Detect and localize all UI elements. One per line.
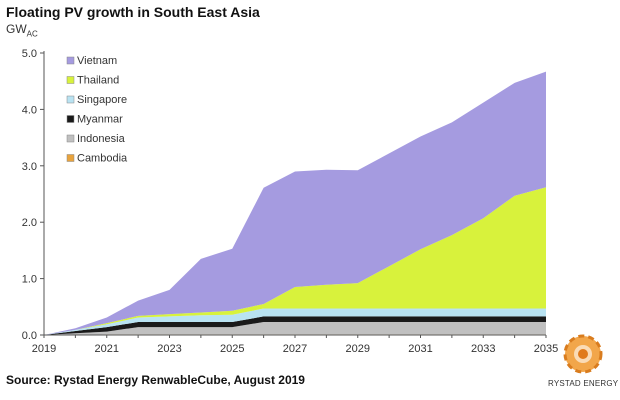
y-tick-label: 0.0 bbox=[22, 330, 37, 342]
source-note: Source: Rystad Energy RenwableCube, Augu… bbox=[6, 373, 305, 387]
legend-label-vietnam: Vietnam bbox=[77, 55, 117, 67]
unit-subscript: AC bbox=[26, 29, 38, 39]
legend-label-thailand: Thailand bbox=[77, 75, 119, 87]
x-tick-label: 2035 bbox=[534, 343, 558, 355]
x-tick-label: 2033 bbox=[471, 343, 495, 355]
area-singapore bbox=[44, 308, 546, 335]
brand-name: RYSTAD ENERGY bbox=[548, 379, 619, 388]
x-tick-label: 2021 bbox=[95, 343, 119, 355]
x-tick-label: 2031 bbox=[408, 343, 432, 355]
legend-swatch-singapore bbox=[66, 95, 75, 104]
area-thailand bbox=[44, 187, 546, 335]
legend-label-singapore: Singapore bbox=[77, 94, 127, 106]
legend-swatch-cambodia bbox=[66, 154, 75, 162]
y-tick-label: 1.0 bbox=[22, 274, 37, 286]
area-indonesia bbox=[44, 322, 546, 335]
y-axis-unit: GWAC bbox=[6, 22, 38, 38]
x-tick-label: 2025 bbox=[220, 343, 244, 355]
legend-swatch-vietnam bbox=[66, 56, 75, 65]
x-tick-label: 2029 bbox=[346, 343, 370, 355]
unit-main: GW bbox=[6, 22, 27, 36]
legend-swatch-indonesia bbox=[66, 134, 75, 143]
area-myanmar bbox=[44, 316, 546, 335]
y-tick-label: 5.0 bbox=[22, 48, 37, 60]
x-tick-label: 2023 bbox=[157, 343, 181, 355]
legend-swatch-thailand bbox=[66, 76, 75, 84]
legend-label-cambodia: Cambodia bbox=[77, 153, 128, 165]
x-tick-label: 2027 bbox=[283, 343, 307, 355]
legend-swatch-myanmar bbox=[66, 115, 75, 123]
legend-label-myanmar: Myanmar bbox=[77, 114, 123, 126]
legend-label-indonesia: Indonesia bbox=[77, 133, 126, 145]
chart-title: Floating PV growth in South East Asia bbox=[6, 4, 260, 20]
y-tick-label: 2.0 bbox=[22, 217, 37, 229]
area-vietnam bbox=[44, 71, 546, 335]
y-tick-label: 3.0 bbox=[22, 161, 37, 173]
y-tick-label: 4.0 bbox=[22, 104, 37, 116]
x-tick-label: 2019 bbox=[32, 343, 56, 355]
rystad-logo-icon bbox=[563, 334, 603, 374]
